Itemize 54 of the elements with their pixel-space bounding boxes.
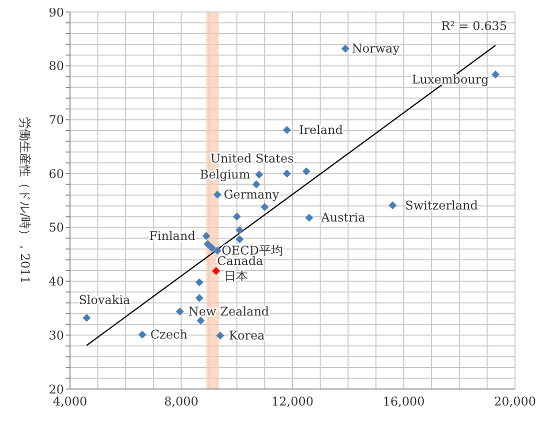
point xyxy=(216,332,224,340)
point xyxy=(282,170,291,178)
point xyxy=(232,212,241,221)
x-tick-label: 16,000 xyxy=(382,394,425,409)
point xyxy=(195,294,204,302)
annotation: Germany xyxy=(224,188,280,202)
point xyxy=(236,226,244,234)
x-tick-label: 8,000 xyxy=(164,394,198,409)
annotation: 日本 xyxy=(224,269,248,284)
annotation: Ireland xyxy=(298,122,344,137)
x-tick-label: 20,000 xyxy=(494,394,536,409)
point xyxy=(212,267,220,276)
y-axis-title: 労働生産性（ドル/時），2011 xyxy=(18,117,32,284)
y-tick-label: 20 xyxy=(48,382,64,396)
point xyxy=(82,314,91,322)
point xyxy=(302,167,310,176)
annotation: Canada xyxy=(217,254,264,268)
point xyxy=(213,246,222,255)
point xyxy=(208,244,216,252)
annotation: Slovakia xyxy=(78,292,130,307)
annotation: New Zealand xyxy=(188,304,270,318)
y-tick-label: 70 xyxy=(48,112,64,127)
point xyxy=(138,330,146,339)
annotation: Belgium xyxy=(200,168,251,182)
point xyxy=(202,232,210,240)
y-tick-label: 40 xyxy=(48,274,64,289)
point xyxy=(176,307,184,316)
annotation: Czech xyxy=(150,328,188,342)
annotation: Switzerland xyxy=(405,198,478,212)
point xyxy=(213,190,222,199)
point xyxy=(492,70,500,78)
point xyxy=(388,201,397,210)
point xyxy=(252,180,260,188)
point xyxy=(255,170,264,179)
annotation: R² = 0.635 xyxy=(441,19,507,33)
annotation: Finland xyxy=(149,229,196,244)
point xyxy=(204,240,212,248)
x-tick-label: 12,000 xyxy=(272,394,314,409)
y-tick-label: 50 xyxy=(48,220,64,235)
x-tick-label: 4,000 xyxy=(52,394,88,409)
annotation: United States xyxy=(210,151,294,166)
annotation: Austria xyxy=(320,210,366,225)
y-tick-label: 80 xyxy=(48,59,64,74)
point xyxy=(282,126,291,134)
point xyxy=(195,278,204,286)
annotation: Korea xyxy=(228,328,265,343)
point xyxy=(196,316,205,325)
point xyxy=(260,202,269,211)
y-tick-label: 60 xyxy=(48,166,64,181)
annotation: Norway xyxy=(352,42,400,56)
point xyxy=(341,44,350,53)
y-tick-label: 30 xyxy=(48,328,64,342)
point xyxy=(236,235,244,244)
point xyxy=(305,214,314,222)
